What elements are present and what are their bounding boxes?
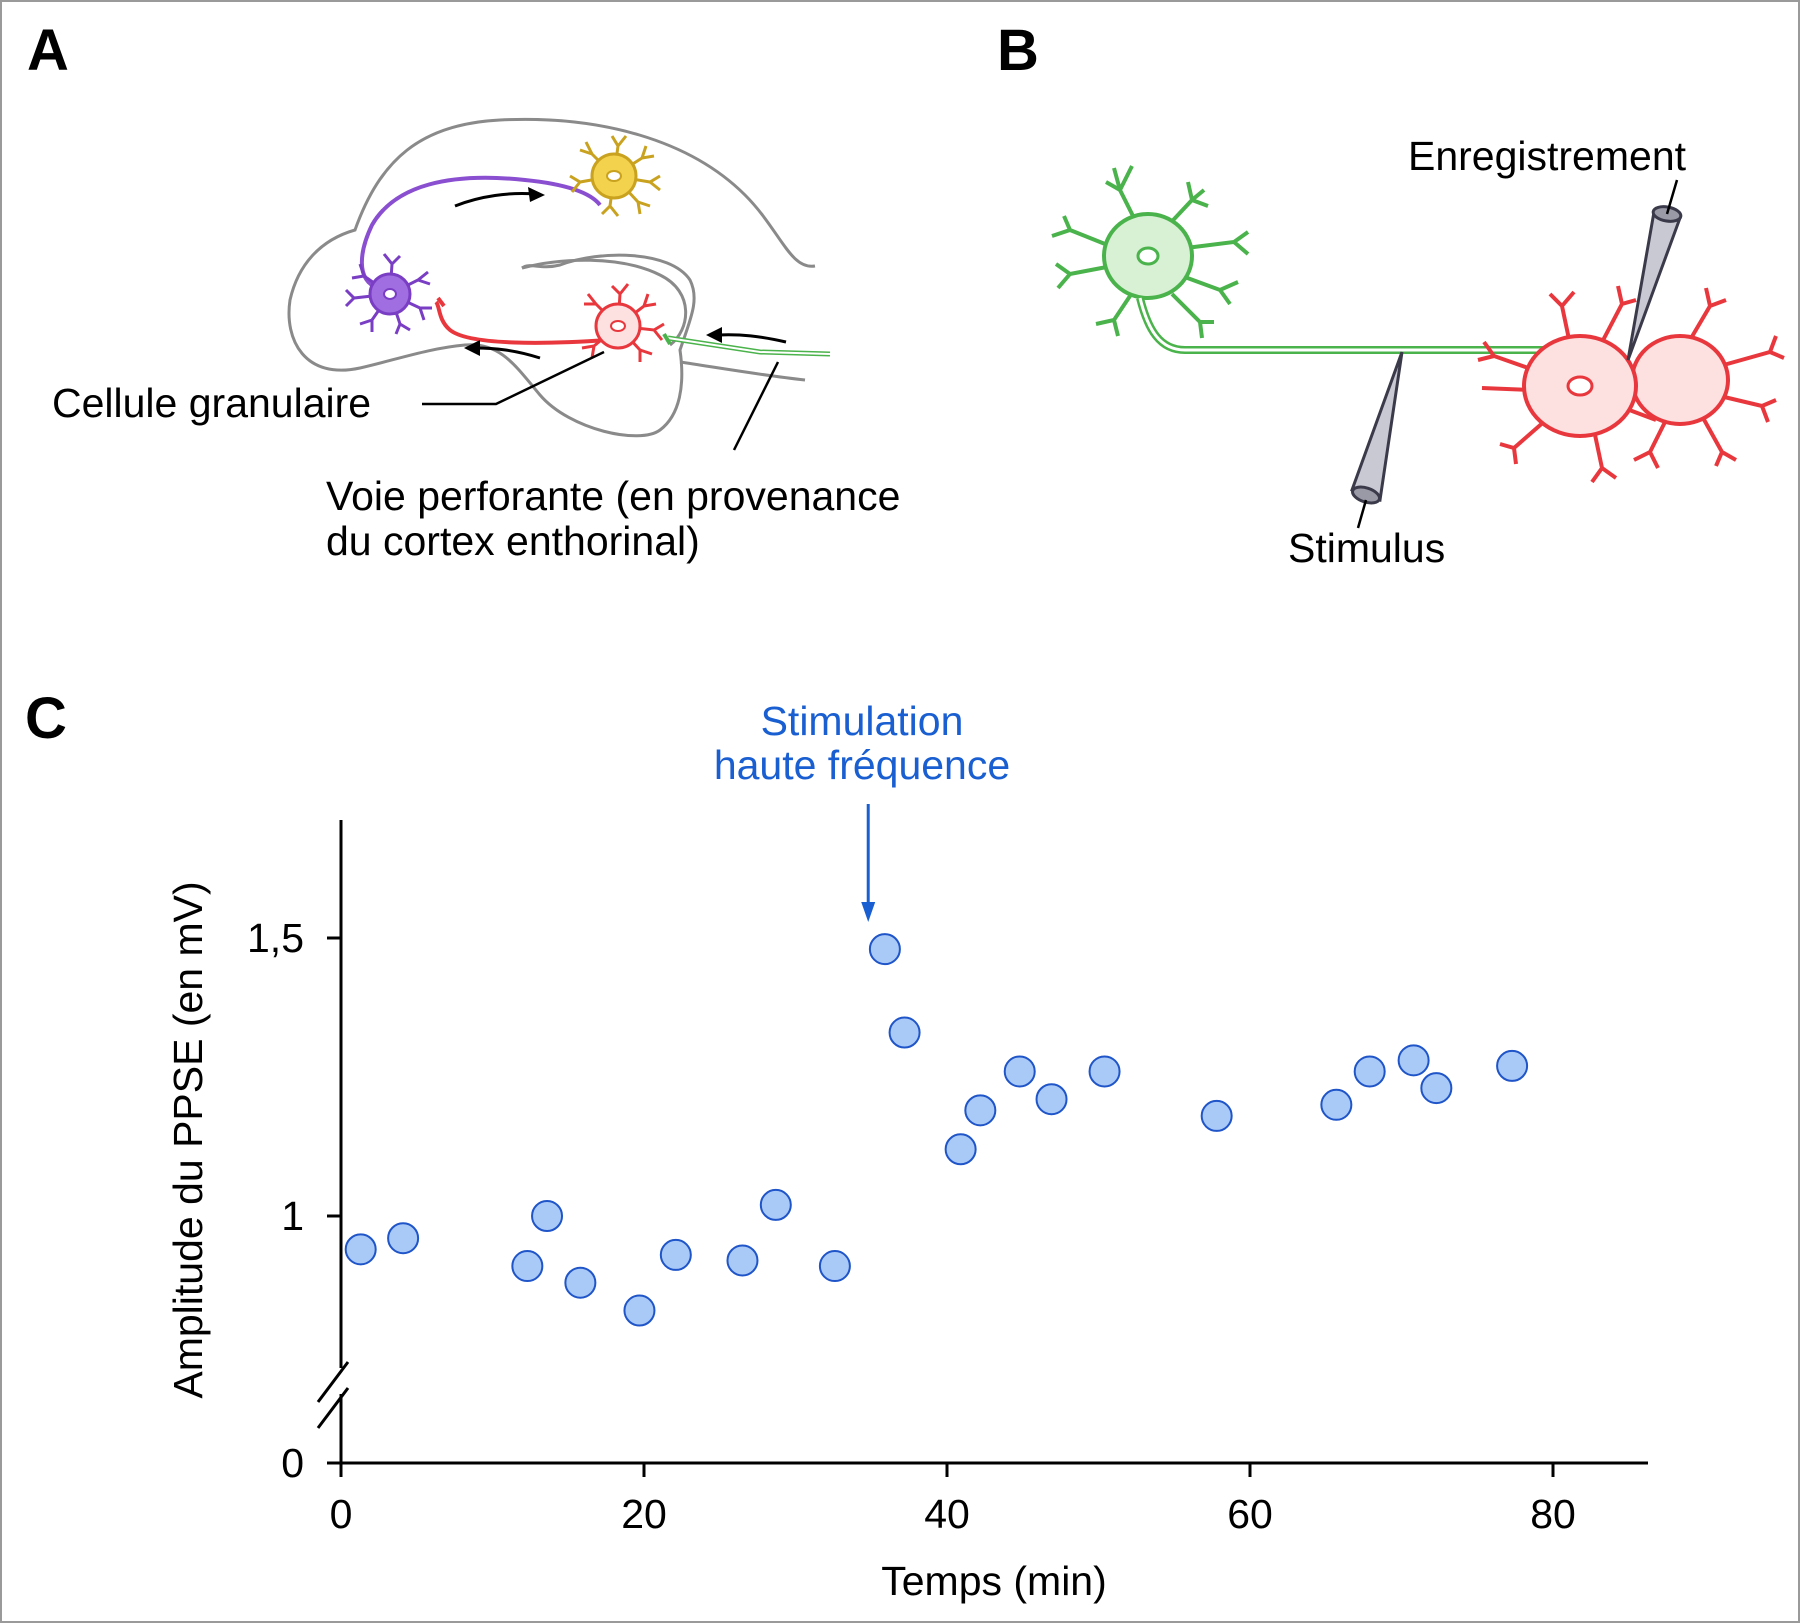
panel-c-letter: C	[25, 686, 67, 751]
x-tick-label-20: 20	[621, 1491, 667, 1537]
panel-c: C Stimulation haute fréquence 0 0 20 40 60 8…	[25, 686, 1648, 1604]
chart-axes: 0	[281, 820, 1648, 1486]
data-point-23	[1496, 1049, 1529, 1082]
data-point-6	[623, 1294, 656, 1327]
annotation-arrow	[861, 804, 876, 922]
data-point-8	[726, 1244, 759, 1277]
data-point-12	[888, 1016, 921, 1049]
data-point-10	[818, 1250, 851, 1283]
recording-label: Enregistrement	[1408, 133, 1687, 179]
recording-leader-line	[1665, 179, 1679, 215]
purple-axon	[359, 175, 602, 290]
data-point-2	[387, 1222, 420, 1255]
panel-a: A	[27, 18, 900, 564]
granule-cell-label: Cellule granulaire	[52, 380, 371, 426]
data-point-4	[531, 1200, 564, 1232]
annotation-line1: Stimulation	[761, 698, 964, 744]
red-granule-neuron	[581, 283, 665, 362]
annotation-line2: haute fréquence	[714, 742, 1010, 788]
purple-neuron	[344, 253, 432, 335]
y-tick-label-1,5: 1,5	[247, 915, 304, 961]
green-terminal	[662, 332, 672, 346]
x-ticks: 0 20 40 60 80	[330, 1463, 1576, 1537]
stimulus-electrode	[1350, 351, 1404, 529]
data-point-21	[1397, 1044, 1430, 1077]
data-point-19	[1320, 1088, 1353, 1121]
data-point-13	[944, 1133, 977, 1166]
panel-b-letter: B	[997, 18, 1039, 83]
perforant-path-label-line2: du cortex enthorinal)	[326, 518, 700, 564]
panel-a-letter: A	[27, 18, 69, 83]
red-postsynaptic-neuron-front	[1477, 285, 1657, 484]
x-tick-label-0: 0	[330, 1491, 353, 1537]
perforant-path-label-line1: Voie perforante (en provenance	[326, 473, 900, 519]
data-points	[344, 933, 1529, 1327]
stimulus-leader-line	[1356, 499, 1368, 529]
x-tick-label-60: 60	[1227, 1491, 1273, 1537]
data-point-7	[659, 1238, 692, 1271]
stimulus-label: Stimulus	[1288, 525, 1445, 571]
data-point-22	[1420, 1072, 1453, 1105]
direction-arrows	[454, 187, 787, 360]
data-point-15	[1003, 1055, 1036, 1088]
data-point-1	[344, 1233, 377, 1266]
panel-b: B	[997, 18, 1785, 571]
axis-break-mark	[316, 1361, 350, 1429]
data-point-5	[564, 1266, 597, 1299]
data-point-17	[1088, 1055, 1121, 1088]
data-point-14	[964, 1094, 997, 1127]
x-axis-label: Temps (min)	[881, 1558, 1107, 1604]
x-tick-label-40: 40	[924, 1491, 970, 1537]
granule-leader-line	[422, 350, 605, 406]
y-axis-label: Amplitude du PPSE (en mV)	[165, 881, 211, 1398]
red-terminal	[436, 296, 446, 308]
dentate-gyrus-outline	[521, 258, 806, 382]
data-point-3	[511, 1250, 544, 1283]
red-postsynaptic-neuron-back	[1630, 287, 1785, 469]
yellow-neuron	[569, 135, 661, 217]
data-point-20	[1353, 1055, 1386, 1088]
data-point-11	[868, 933, 901, 966]
green-perforant-axon-core	[667, 337, 831, 355]
red-axon	[434, 300, 609, 345]
data-point-16	[1035, 1083, 1068, 1116]
x-tick-label-80: 80	[1530, 1491, 1576, 1537]
data-point-18	[1200, 1099, 1233, 1132]
y-tick-zero-label: 0	[281, 1440, 304, 1486]
green-presynaptic-neuron	[1051, 165, 1250, 339]
hippocampus-outline	[287, 117, 816, 438]
y-tick-label-1: 1	[281, 1193, 304, 1239]
green-axon-core	[1138, 297, 1555, 352]
annotation-arrow-head	[861, 902, 876, 922]
data-point-9	[759, 1188, 792, 1221]
recording-electrode	[1626, 179, 1683, 361]
perforant-leader-line	[732, 361, 780, 451]
y-ticks: 11,5	[247, 915, 341, 1239]
